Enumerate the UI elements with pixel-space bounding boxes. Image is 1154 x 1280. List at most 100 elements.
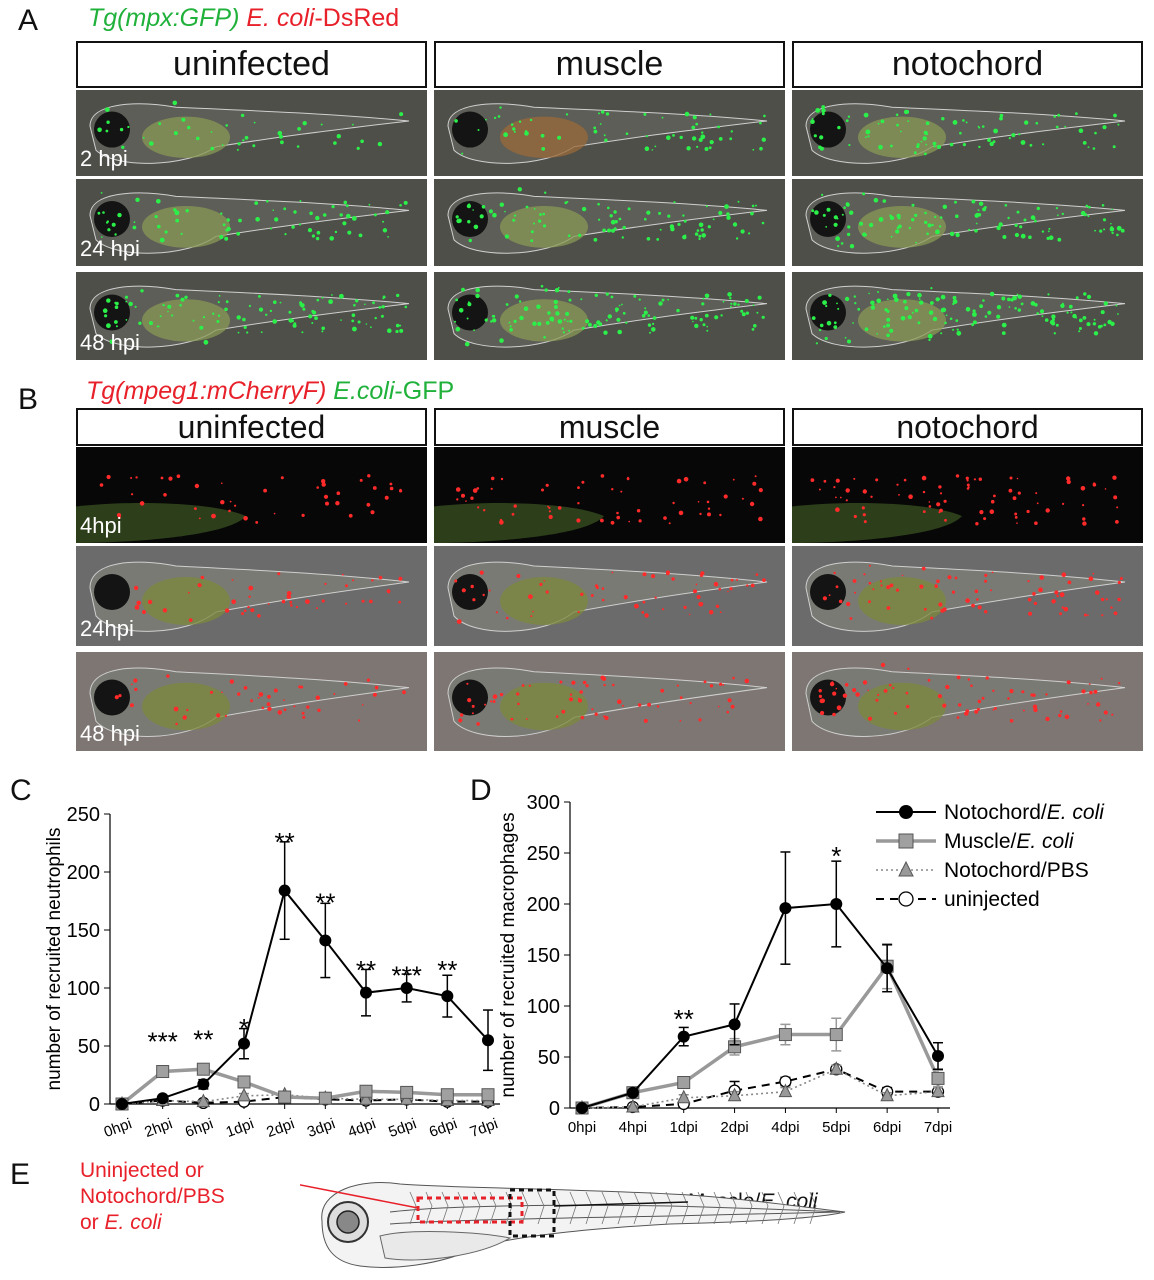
data-point	[359, 1091, 373, 1105]
significance-marker: **	[356, 955, 376, 985]
data-point	[829, 1028, 843, 1042]
injection-site-label-line-3: or E. coli	[80, 1210, 225, 1236]
panel-a-image-uninfected-1: 24 hpi	[76, 179, 427, 266]
y-tick-label: 200	[67, 862, 100, 884]
data-point	[400, 1085, 414, 1099]
timepoint-label: 4hpi	[80, 513, 122, 538]
series-0	[116, 841, 494, 1110]
data-point	[881, 962, 894, 975]
legend-label-text: Muscle/	[944, 830, 1017, 853]
y-tick-label: 50	[78, 1036, 100, 1058]
panel-b-column-header-muscle: muscle	[434, 408, 785, 446]
x-tick-label: 4hpi	[619, 1119, 647, 1136]
significance-marker: **	[674, 1004, 694, 1034]
panel-b-title-bacteria: E.coli	[333, 377, 395, 405]
x-tick-label: 6dpi	[873, 1119, 901, 1136]
data-point	[830, 898, 843, 910]
panel-letter-e: E	[10, 1158, 31, 1191]
panel-letter-b: B	[18, 383, 39, 416]
panel-a-title: Tg(mpx:GFP) E. coli-DsRed	[88, 4, 399, 33]
legend-label: uninjected	[944, 888, 1040, 911]
macrophage-recruitment-chart: 0 50 100 150 200 250 300 0hpi 4hpi 1dpi 2dpi 4dpi 5d…	[498, 792, 1105, 1136]
panel-a-column-header-notochord: notochord	[792, 41, 1143, 88]
legend-marker	[898, 860, 914, 877]
panel-a-title-suffix: -DsRed	[314, 4, 400, 32]
data-point	[319, 934, 332, 947]
legend-label-text: Notochord/	[944, 801, 1047, 824]
legend-label-italic: E. coli	[1047, 801, 1106, 824]
data-point	[778, 1028, 792, 1042]
panel-a-image-uninfected-2: 48 hpi	[76, 272, 427, 360]
legend-marker	[898, 891, 914, 907]
data-point	[677, 1076, 691, 1089]
panel-a-title-bacteria: E. coli	[246, 4, 315, 32]
x-tick-label: 5dpi	[386, 1115, 418, 1141]
significance-marker: **	[315, 888, 335, 918]
x-tick-label: 2dpi	[720, 1119, 748, 1136]
data-point	[400, 982, 413, 994]
legend-label-text: Notochord/PBS	[944, 859, 1089, 882]
data-point	[278, 884, 291, 897]
larva-schematic	[300, 1182, 846, 1268]
x-tick-label: 5dpi	[822, 1119, 850, 1136]
y-tick-label: 0	[549, 1098, 560, 1120]
x-tick-label: 2hpi	[142, 1115, 174, 1141]
data-point	[677, 1030, 690, 1043]
significance-marker: **	[275, 827, 295, 857]
x-tick-label: 7dpi	[924, 1119, 952, 1136]
data-point	[318, 1091, 332, 1105]
panel-a-image-notochord-0	[792, 90, 1143, 176]
panel-b-title: Tg(mpeg1:mCherryF) E.coli-GFP	[86, 377, 454, 406]
data-point	[360, 986, 372, 999]
panel-a-image-muscle-2	[434, 272, 785, 360]
significance-marker: **	[193, 1024, 213, 1054]
data-point	[116, 1098, 128, 1110]
data-point	[727, 1087, 742, 1102]
data-point	[880, 1087, 894, 1102]
y-tick-label: 300	[527, 792, 560, 814]
panel-b-column-header-notochord: notochord	[792, 408, 1143, 446]
data-point	[359, 1084, 373, 1098]
x-tick-label: 4dpi	[346, 1115, 378, 1141]
data-point	[676, 1089, 691, 1104]
x-tick-label: 0hpi	[568, 1119, 596, 1136]
data-point	[576, 1102, 588, 1114]
injection-site-pointer	[300, 1184, 419, 1209]
x-tick-label: 1dpi	[670, 1119, 698, 1136]
timepoint-label: 48 hpi	[80, 330, 140, 355]
y-tick-label: 100	[67, 978, 100, 1000]
legend-marker	[899, 805, 913, 819]
x-tick-label: 3dpi	[305, 1115, 337, 1141]
panel-a-image-notochord-1	[792, 179, 1143, 266]
significance-marker: *	[239, 1013, 249, 1043]
y-axis-label: number of recruited macrophages	[498, 812, 519, 1097]
legend-label: Notochord/PBS	[944, 859, 1089, 882]
panel-a-column-header-uninfected: uninfected	[76, 41, 427, 88]
panel-b-image-notochord-0	[792, 447, 1143, 543]
data-point	[156, 1065, 170, 1079]
y-tick-label: 150	[527, 945, 560, 967]
panel-b-image-muscle-0	[434, 447, 785, 543]
data-point	[441, 990, 454, 1003]
timepoint-label: 48 hpi	[80, 721, 140, 746]
panel-letter-c: C	[10, 774, 32, 807]
series-line	[581, 1068, 938, 1109]
series-line	[121, 1093, 488, 1105]
panel-b-column-header-uninfected: uninfected	[76, 408, 427, 446]
y-tick-label: 200	[527, 894, 560, 916]
y-tick-label: 250	[67, 804, 100, 826]
data-point	[197, 1078, 210, 1091]
data-point	[778, 1083, 793, 1098]
legend-label-text: uninjected	[944, 888, 1040, 911]
series-line	[121, 888, 489, 1105]
y-tick-label: 50	[538, 1047, 560, 1069]
x-tick-label: 0hpi	[102, 1115, 134, 1141]
injection-site-label-bacteria: E. coli	[104, 1211, 162, 1234]
legend-marker	[898, 833, 914, 849]
injection-site-label-or: or	[80, 1211, 105, 1234]
y-tick-label: 150	[67, 920, 100, 942]
neutrophil-recruitment-chart: 0 50 100 150 200 250 0hpi 2hpi 6hpi 1dpi 2dpi 3dpi 4…	[44, 804, 500, 1141]
panel-a-image-muscle-0	[434, 90, 785, 176]
timepoint-label: 24 hpi	[80, 236, 140, 261]
